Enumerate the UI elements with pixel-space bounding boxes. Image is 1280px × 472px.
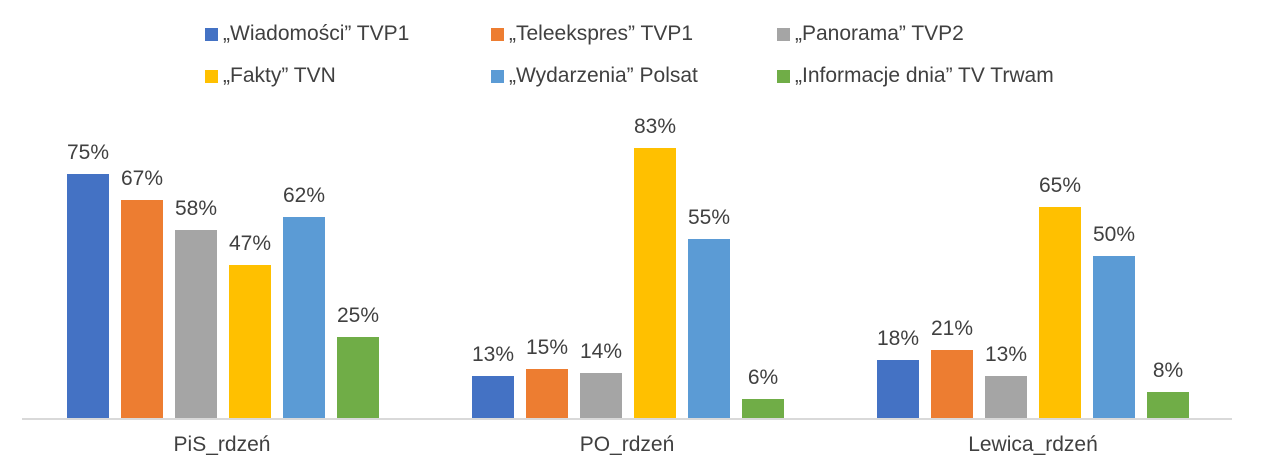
category-label-pis: PiS_rdzeń <box>173 433 271 456</box>
bar <box>742 398 784 418</box>
bar <box>1039 206 1081 418</box>
bar-value-label: 18% <box>876 326 920 350</box>
legend-item-fakty: „Fakty” TVN <box>205 64 336 88</box>
bar-value-label: 6% <box>747 365 779 389</box>
bar-value-label: 13% <box>984 342 1028 366</box>
bar <box>229 265 271 418</box>
legend-swatch-icon <box>777 69 790 83</box>
bar-value-label: 21% <box>930 316 974 340</box>
category-label-lewica: Lewica_rdzeń <box>968 433 1098 456</box>
bar <box>472 375 514 418</box>
bar-value-label: 62% <box>282 183 326 207</box>
legend-label: „Fakty” TVN <box>223 64 336 87</box>
legend-swatch-icon <box>491 27 504 41</box>
legend-label: „Teleekspres” TVP1 <box>509 22 694 45</box>
bar <box>985 375 1027 418</box>
bar <box>580 372 622 418</box>
legend-swatch-icon <box>205 27 218 41</box>
bar <box>931 349 973 418</box>
legend-item-wydarzenia: „Wydarzenia” Polsat <box>491 64 698 88</box>
bar-value-label: 14% <box>579 339 623 363</box>
legend-swatch-icon <box>491 69 504 83</box>
legend-label: „Wydarzenia” Polsat <box>509 64 698 87</box>
bar-value-label: 75% <box>66 141 110 165</box>
bar-value-label: 13% <box>471 342 515 366</box>
bar <box>337 336 379 418</box>
legend-item-panorama: „Panorama” TVP2 <box>777 22 964 46</box>
bar <box>1147 392 1189 418</box>
bar-value-label: 8% <box>1152 359 1184 382</box>
bar <box>634 148 676 418</box>
bar-value-label: 50% <box>1092 222 1136 246</box>
legend-swatch-icon <box>205 69 218 83</box>
bar-value-label: 55% <box>687 206 731 230</box>
bar <box>1093 255 1135 418</box>
chart-legend: „Wiadomości” TVP1 „Teleekspres” TVP1 „Pa… <box>0 0 1280 110</box>
bar <box>175 229 217 418</box>
bar-value-label: 47% <box>228 232 272 256</box>
bar <box>877 359 919 418</box>
bar-value-label: 25% <box>336 303 380 327</box>
legend-label: „Informacje dnia” TV Trwam <box>795 64 1054 87</box>
bar-value-label: 83% <box>633 115 677 139</box>
bar <box>526 369 568 418</box>
legend-item-teleekspres: „Teleekspres” TVP1 <box>491 22 693 46</box>
category-label-po: PO_rdzeń <box>579 433 675 456</box>
bar <box>283 216 325 418</box>
bar-value-label: 65% <box>1038 173 1082 197</box>
bar-value-label: 67% <box>120 167 164 191</box>
bar-value-label: 15% <box>525 336 569 360</box>
legend-label: „Wiadomości” TVP1 <box>223 22 410 45</box>
legend-item-wiadomosci: „Wiadomości” TVP1 <box>205 22 409 46</box>
legend-label: „Panorama” TVP2 <box>795 22 964 45</box>
legend-swatch-icon <box>777 27 790 41</box>
x-axis-line <box>22 418 1232 420</box>
bar <box>688 239 730 418</box>
legend-item-informacje-dnia: „Informacje dnia” TV Trwam <box>777 64 1054 88</box>
bar-value-label: 58% <box>174 196 218 220</box>
bar <box>67 174 109 418</box>
bar <box>121 200 163 418</box>
